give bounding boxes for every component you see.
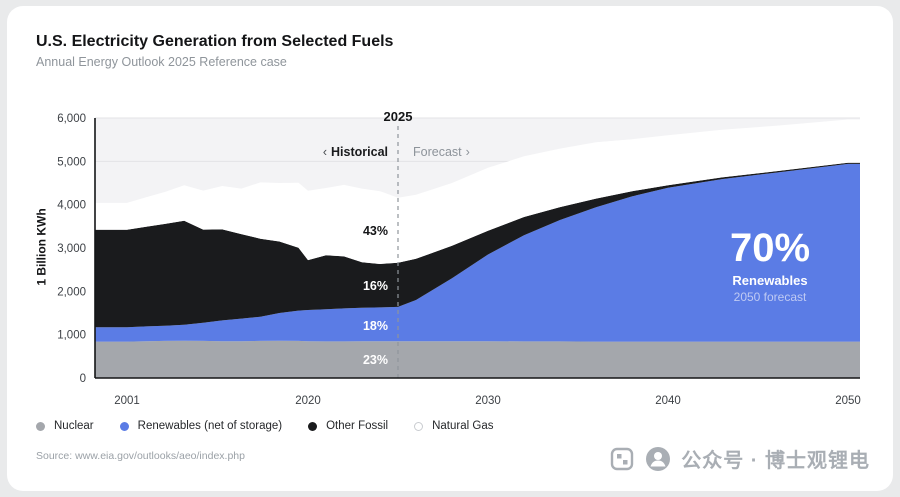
other-fossil-share-label: 16% — [362, 279, 388, 293]
forecast-label-text: Forecast — [413, 145, 462, 159]
watermark-face-icon — [646, 446, 671, 471]
legend-label: Other Fossil — [326, 420, 389, 432]
y-tick-label: 2,000 — [57, 286, 86, 298]
y-tick-label: 5,000 — [57, 156, 86, 168]
legend-label: Natural Gas — [432, 420, 494, 432]
legend: Nuclear Renewables (net of storage) Other … — [36, 420, 493, 432]
renewables-2050-line2: 2050 forecast — [733, 290, 807, 304]
legend-swatch — [414, 421, 424, 431]
area-renewables-net-of-storage — [95, 163, 860, 342]
x-tick-label: 2040 — [655, 395, 681, 407]
x-tick-label: 2001 — [114, 395, 140, 407]
x-tick-label: 2030 — [475, 395, 501, 407]
nuclear-share-label: 23% — [362, 353, 388, 367]
y-tick-label: 6,000 — [57, 113, 86, 125]
y-tick-label: 1,000 — [57, 330, 86, 342]
watermark-grid-icon — [611, 447, 634, 470]
page-title: U.S. Electricity Generation from Selecte… — [36, 33, 394, 50]
watermark-text: 公众号 · 博士观锂电 — [681, 450, 870, 472]
historical-label-text: Historical — [331, 145, 388, 159]
watermark: 公众号 · 博士观锂电 — [609, 444, 870, 473]
renewables-2050-callout: 70% Renewables 2050 forecast — [700, 228, 840, 304]
legend-label: Renewables (net of storage) — [137, 420, 283, 432]
renewables-2050-value: 70% — [729, 226, 811, 270]
legend-swatch — [36, 421, 45, 431]
y-tick-label: 4,000 — [57, 200, 86, 212]
legend-item-other-fossil: Other Fossil — [308, 420, 388, 432]
legend-swatch — [308, 421, 318, 431]
area-nuclear — [95, 340, 860, 378]
page-subtitle: Annual Energy Outlook 2025 Reference cas… — [36, 55, 287, 69]
y-tick-label: 0 — [80, 373, 86, 385]
area-other-fossil — [95, 162, 860, 328]
renewables-2050-line1: Renewables — [732, 273, 808, 288]
legend-swatch — [119, 421, 129, 431]
chevron-right-icon: › — [465, 145, 470, 159]
y-axis-title: 1 Billion KWh — [34, 208, 49, 286]
area-natural-gas — [95, 119, 860, 264]
legend-item-natural-gas: Natural Gas — [414, 420, 493, 432]
legend-label: Nuclear — [54, 420, 94, 432]
y-tick-label: 3,000 — [57, 243, 86, 255]
forecast-label: Forecast › — [413, 145, 470, 159]
x-tick-label: 2020 — [295, 395, 321, 407]
legend-item-renewables-net-of-storage: Renewables (net of storage) — [119, 420, 283, 432]
x-tick-label: 2050 — [835, 395, 861, 407]
legend-item-nuclear: Nuclear — [36, 420, 94, 432]
chevron-left-icon: ‹ — [322, 145, 328, 159]
renewables-share-label: 18% — [362, 319, 388, 333]
divider-year-label: 2025 — [383, 109, 413, 124]
natural-gas-share-label: 43% — [362, 224, 388, 238]
historical-label: ‹ Historical — [280, 145, 388, 159]
source-note: Source: www.eia.gov/outlooks/aeo/index.p… — [36, 450, 245, 462]
